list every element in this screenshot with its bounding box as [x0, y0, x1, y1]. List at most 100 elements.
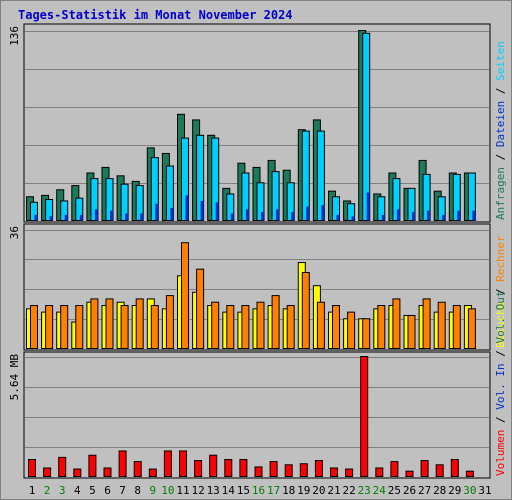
bar-seiten [245, 209, 249, 221]
bar-rechner [60, 305, 69, 349]
x-tick-label: 2 [44, 484, 51, 497]
bar-dateien [60, 200, 69, 221]
bar-dateien [150, 157, 159, 221]
bar-rechner [30, 305, 38, 349]
bar-volumen [73, 468, 82, 478]
bar-dateien [256, 182, 265, 222]
legend-volume: Volumen / Vol. In / Vol. Out [494, 291, 507, 476]
bar-seiten [366, 192, 370, 221]
bar-dateien [45, 199, 54, 221]
x-tick-label: 6 [104, 484, 111, 497]
panel-frame-volume [23, 351, 491, 479]
bar-volumen [450, 458, 459, 478]
legend-entry: Vol. In [494, 363, 507, 409]
bar-seiten [276, 209, 280, 221]
bar-dateien [286, 182, 295, 222]
bar-dateien [422, 173, 431, 222]
bar-dateien [467, 172, 476, 221]
bar-rechner [105, 298, 114, 349]
x-tick-label: 3 [59, 484, 66, 497]
x-tick-label: 23 [358, 484, 371, 497]
bar-volumen [405, 470, 414, 477]
legend-entry: / [494, 81, 507, 101]
x-tick-label: 17 [267, 484, 280, 497]
bar-dateien [120, 183, 129, 221]
bar-rechner [271, 295, 280, 350]
bar-dateien [196, 134, 205, 222]
bar-dateien [377, 196, 386, 221]
x-tick-label: 26 [403, 484, 416, 497]
x-tick-label: 18 [282, 484, 295, 497]
x-tick-label: 14 [222, 484, 236, 497]
bar-volumen [239, 458, 248, 478]
bar-seiten [412, 212, 415, 221]
bar-volumen [179, 450, 187, 477]
bar-volumen [118, 450, 127, 477]
legend-entry: Anfragen [494, 167, 507, 220]
bar-rechner [422, 298, 431, 349]
x-tick-label: 10 [161, 484, 174, 497]
bar-seiten [94, 209, 98, 221]
bar-seiten [381, 214, 385, 221]
legend-entry: Vol. Out [494, 291, 507, 344]
bar-volumen [314, 460, 323, 477]
x-tick-label: 22 [342, 484, 355, 497]
bar-rechner [286, 305, 295, 349]
x-tick-label: 9 [149, 484, 156, 497]
bar-dateien [226, 193, 235, 222]
bar-volumen [435, 464, 444, 478]
bar-seiten [110, 210, 113, 221]
bar-volumen [465, 470, 474, 477]
bar-seiten [321, 205, 325, 221]
x-tick-label: 5 [89, 484, 96, 497]
bar-dateien [362, 32, 371, 222]
bar-dateien [452, 173, 461, 222]
bar-volumen [254, 466, 263, 478]
x-tick-label: 25 [388, 484, 401, 497]
bar-dateien [75, 197, 84, 222]
bar-seiten [396, 209, 400, 221]
bar-rechner [452, 305, 461, 349]
bar-seiten [79, 214, 83, 221]
bar-rechner [467, 308, 476, 350]
bar-volumen [88, 454, 97, 478]
legend-entry: Rechner [494, 235, 507, 282]
bar-dateien [407, 187, 416, 221]
bar-volumen [209, 454, 218, 478]
bar-rechner [45, 305, 54, 349]
bar-dateien [437, 196, 446, 221]
legend-hits: Anfragen / Dateien / Seiten [494, 41, 507, 220]
bar-volumen [420, 460, 429, 477]
bar-rechner [226, 305, 235, 349]
legend-entry: / [494, 410, 507, 430]
x-tick-label: 8 [134, 484, 141, 497]
legend-entry: / [494, 282, 507, 302]
x-tick-label: 19 [297, 484, 310, 497]
bar-volumen [375, 467, 384, 477]
bar-rechner [316, 301, 325, 350]
bar-dateien [181, 137, 189, 221]
bar-rechner [120, 305, 129, 349]
bar-seiten [351, 216, 355, 221]
bar-volumen [148, 468, 157, 478]
x-tick-label: 28 [433, 484, 446, 497]
legend-entry: Besuche [494, 302, 507, 348]
bar-volumen [224, 458, 233, 478]
bar-dateien [271, 171, 280, 221]
chart-title: Tages-Statistik im Monat November 2024 [18, 8, 293, 22]
bar-volumen [28, 458, 36, 478]
bar-seiten [457, 210, 461, 221]
bar-rechner [347, 311, 356, 349]
y-axis-max-label: 36 [8, 226, 21, 239]
bar-seiten [336, 214, 340, 221]
bar-seiten [472, 210, 476, 221]
bar-rechner [377, 305, 386, 349]
bar-dateien [90, 178, 99, 222]
bar-rechner [75, 305, 84, 349]
bar-dateien [105, 178, 114, 222]
bar-dateien [332, 196, 340, 221]
bar-seiten [291, 212, 295, 221]
bar-seiten [261, 212, 264, 221]
bar-volumen [133, 461, 142, 478]
